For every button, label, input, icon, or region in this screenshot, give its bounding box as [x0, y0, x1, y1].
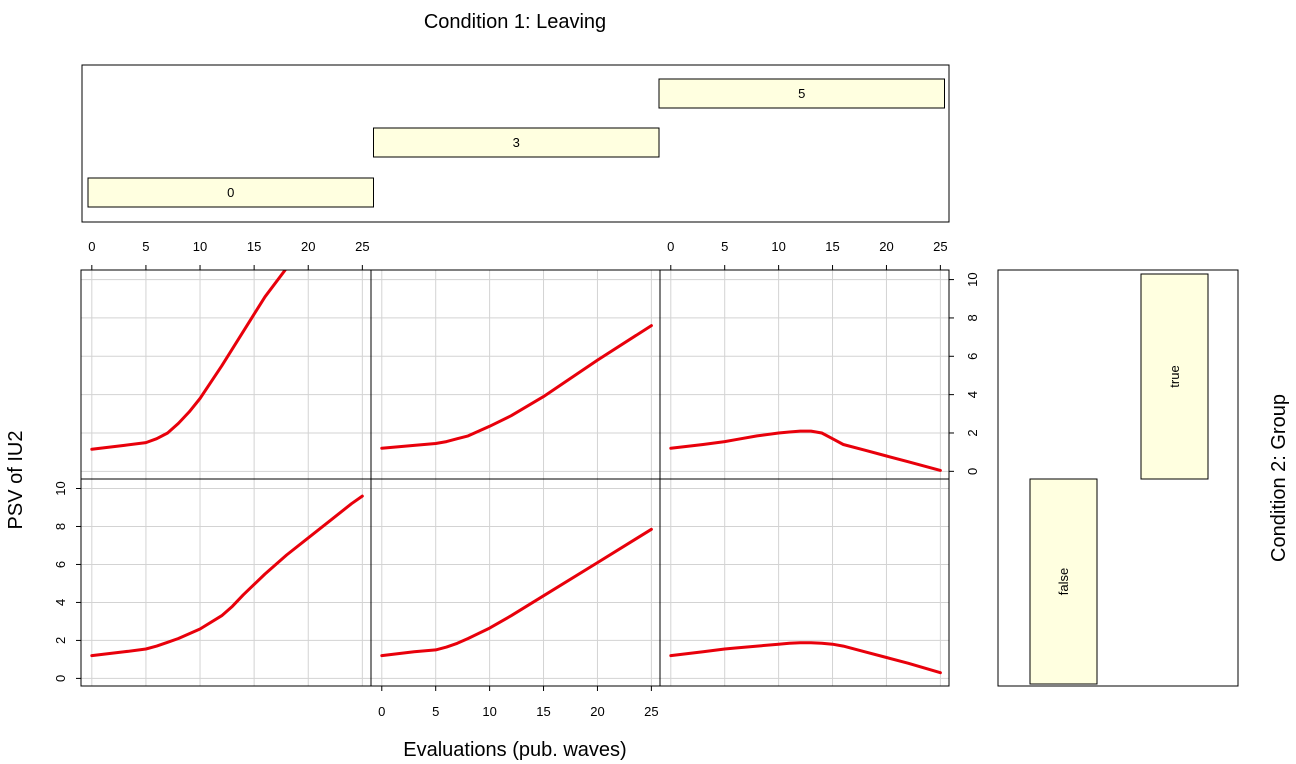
y-tick-label: 0 [965, 468, 980, 475]
x-tick-label: 10 [771, 239, 785, 254]
panel-false-5 [659, 478, 950, 687]
y-tick-label: 8 [53, 523, 68, 530]
strips-layer: 0 3 5 true false [87, 78, 1209, 685]
x-tick-label: 15 [825, 239, 839, 254]
x-tick-label: 10 [482, 704, 496, 719]
series-line [669, 429, 942, 472]
x-tick-label: 0 [378, 704, 385, 719]
row-condition-label: Condition 2: Group [1268, 394, 1290, 562]
y-tick-label: 4 [965, 391, 980, 398]
condition1-label-3: 3 [513, 135, 520, 150]
axes-layer: 0 5 10 15 20 25 0 5 10 15 20 25 0 5 10 15 20 25 0 2 4 6 8 10 0 2 4… [53, 239, 980, 719]
x-tick-label: 25 [355, 239, 369, 254]
panel-false-0 [80, 478, 372, 687]
column-condition-box [81, 64, 950, 223]
x-tick-label: 15 [536, 704, 550, 719]
y-tick-label: 10 [965, 272, 980, 286]
y-tick-label: 2 [53, 637, 68, 644]
x-tick-label: 15 [247, 239, 261, 254]
condition2-interval-false [1029, 478, 1098, 685]
x-tick-label: 5 [432, 704, 439, 719]
x-tick-label: 10 [193, 239, 207, 254]
panel-true-5 [659, 269, 950, 480]
series-line [669, 641, 942, 675]
x-tick-label: 25 [933, 239, 947, 254]
y-axis-label: PSV of IU2 [5, 431, 27, 530]
condition2-label-false: false [1056, 568, 1071, 595]
series-line [380, 527, 653, 658]
series-line [380, 324, 653, 450]
x-tick-label: 20 [590, 704, 604, 719]
x-axis-label: Evaluations (pub. waves) [403, 739, 626, 761]
series-line [90, 494, 364, 658]
x-tick-label: 20 [879, 239, 893, 254]
x-tick-label: 0 [88, 239, 95, 254]
y-tick-label: 4 [53, 599, 68, 606]
series-line [90, 270, 288, 451]
condition1-interval-5 [658, 78, 945, 109]
y-tick-label: 6 [965, 353, 980, 360]
condition1-label-5: 5 [798, 86, 805, 101]
y-tick-label: 6 [53, 561, 68, 568]
y-tick-label: 8 [965, 314, 980, 321]
row-condition-box [997, 269, 1239, 687]
x-tick-label: 5 [142, 239, 149, 254]
panel-true-0 [80, 269, 372, 480]
condition2-interval-true [1140, 273, 1209, 480]
y-tick-label: 10 [53, 481, 68, 495]
y-tick-label: 0 [53, 675, 68, 682]
x-tick-label: 0 [667, 239, 674, 254]
panels-layer [80, 269, 950, 687]
condition1-interval-3 [373, 127, 660, 158]
x-tick-label: 25 [644, 704, 658, 719]
condition1-label-0: 0 [227, 185, 234, 200]
chart-title: Condition 1: Leaving [424, 11, 606, 33]
x-tick-label: 20 [301, 239, 315, 254]
condition1-interval-0 [87, 177, 374, 208]
x-tick-label: 5 [721, 239, 728, 254]
y-tick-label: 2 [965, 429, 980, 436]
panel-false-3 [370, 478, 661, 687]
panel-frame [659, 478, 950, 687]
condition2-label-true: true [1167, 365, 1182, 387]
